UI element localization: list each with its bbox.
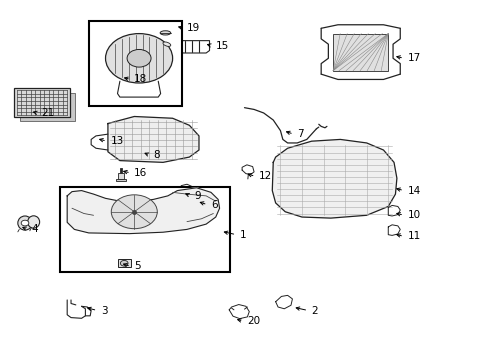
- Polygon shape: [272, 139, 396, 218]
- Bar: [20, 93, 75, 121]
- Text: 21: 21: [41, 108, 54, 118]
- Text: 8: 8: [153, 150, 160, 160]
- Text: 19: 19: [186, 23, 200, 33]
- Text: 13: 13: [110, 136, 123, 146]
- Text: 12: 12: [258, 171, 271, 181]
- Bar: [117, 173, 124, 179]
- Text: 5: 5: [134, 261, 141, 271]
- Circle shape: [120, 260, 128, 266]
- Text: 16: 16: [134, 168, 147, 178]
- Text: 11: 11: [407, 231, 420, 242]
- Bar: [117, 259, 131, 267]
- Ellipse shape: [28, 216, 40, 228]
- Bar: [332, 33, 387, 71]
- Text: 20: 20: [246, 316, 260, 326]
- Circle shape: [127, 49, 151, 67]
- Ellipse shape: [163, 42, 170, 46]
- Circle shape: [21, 220, 29, 226]
- Text: 9: 9: [194, 191, 201, 201]
- Text: 1: 1: [239, 230, 246, 240]
- Circle shape: [105, 33, 172, 83]
- Text: 3: 3: [101, 306, 107, 315]
- Ellipse shape: [160, 31, 170, 35]
- Bar: [15, 88, 69, 117]
- Polygon shape: [67, 188, 219, 234]
- Text: 6: 6: [210, 200, 217, 210]
- Bar: [89, 21, 182, 106]
- Circle shape: [111, 195, 157, 229]
- Text: 7: 7: [297, 129, 303, 139]
- Text: 10: 10: [407, 210, 420, 220]
- Bar: [116, 179, 125, 181]
- Text: 17: 17: [407, 53, 420, 63]
- Text: 2: 2: [311, 306, 318, 315]
- Text: 4: 4: [31, 224, 38, 234]
- Text: 18: 18: [134, 75, 147, 85]
- Polygon shape: [108, 117, 199, 162]
- Ellipse shape: [18, 216, 32, 230]
- Text: 15: 15: [215, 41, 228, 51]
- Text: 14: 14: [407, 186, 420, 195]
- Bar: [60, 187, 230, 272]
